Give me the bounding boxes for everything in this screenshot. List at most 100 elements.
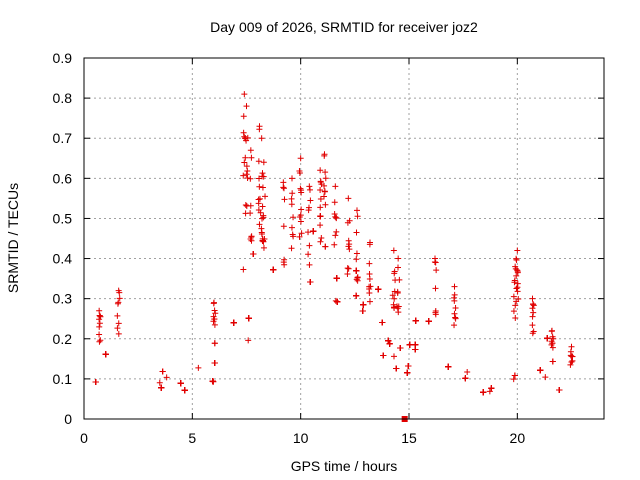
spike-point [296,167,303,174]
spike-point [256,221,263,228]
spike-point [432,259,439,266]
x-axis-title: GPS time / hours [291,458,398,474]
spike-point [247,147,254,154]
spike-point [240,129,247,136]
data-point [211,359,218,366]
x-tick-label: 0 [80,430,88,446]
data-point [92,379,99,386]
spike-point [391,268,398,275]
spike-point [317,238,324,245]
spike-point [529,305,536,312]
spike-point [280,184,287,191]
data-point [333,275,340,282]
spike-point [115,299,122,306]
spike-point [511,277,518,284]
spike-point [510,308,517,315]
spike-point [389,292,396,299]
data-point [375,286,382,293]
spike-point [97,313,104,320]
spike-point [247,202,254,209]
spike-point [305,251,312,258]
spike-point [256,123,263,130]
spike-point [241,91,248,98]
axes: 0 0.1 0.2 0.3 0.4 0.5 0.6 0.7 0.8 0.9 0 5 10 15 20 [53,50,605,446]
data-point [209,378,216,385]
spike-point [96,320,103,327]
spike-point [432,255,438,262]
spike-point [320,193,327,200]
spike-point [211,299,217,306]
y-tick-label: 0 [64,411,72,427]
spike-point [247,210,254,217]
spike-point [298,230,305,237]
data-point [159,368,166,375]
data-point [250,250,257,257]
data-point [412,317,419,324]
data-point [353,267,360,274]
spike-point [280,223,287,230]
spike-point [289,190,296,197]
spike-point [390,304,397,311]
data-point [511,372,518,379]
data-point [240,266,247,273]
data-point [406,341,413,348]
spike-point [305,204,312,211]
spike-point [451,291,458,298]
spike-point [510,293,517,300]
spike-point [305,229,312,236]
spike-point [255,200,262,207]
data-point [195,364,202,371]
spike-point [451,310,458,317]
spike-point [318,235,325,242]
spike-point [115,320,122,327]
spike-point [243,103,250,110]
spike-point [260,238,267,245]
spike-point [529,301,536,308]
spike-point [317,187,324,194]
data-point [385,337,392,344]
spike-point [346,217,353,224]
spike-point [255,158,262,165]
spike-point [288,201,295,208]
spike-point [317,178,324,185]
spike-point [568,358,575,365]
spike-point [568,343,575,350]
spike-point [353,229,360,236]
data-point [334,298,341,305]
spike-point [549,327,555,334]
spike-point [344,271,351,278]
data-point [556,386,563,393]
spike-point [321,188,328,195]
data-point [353,292,360,299]
y-axis-title: SRMTID / TECUs [5,183,21,293]
spike-point [550,335,557,342]
spike-point [567,348,574,355]
plot-frame [83,57,605,420]
spike-point [514,269,521,276]
data-point [332,297,339,304]
chart-title: Day 009 of 2026, SRMTID for receiver joz… [210,19,478,35]
data-point [245,315,252,322]
spike-point [210,318,217,325]
spike-point [242,154,249,161]
data-point [379,319,386,326]
data-point [486,388,493,395]
spike-point [366,271,373,278]
data-point [542,374,549,381]
spike-point [288,245,295,252]
spike-point [306,261,313,268]
spike-point [317,222,324,229]
data-point [404,369,411,376]
x-tick-label: 10 [293,430,309,446]
spike-point [297,212,304,219]
spike-point [549,344,556,351]
y-tick-label: 0.7 [53,130,73,146]
spike-point [354,207,360,214]
spike-point [256,175,263,182]
spike-point [432,285,439,292]
spike-point [114,312,121,319]
spike-point [332,183,339,190]
spike-point [354,213,361,220]
spike-point [244,168,251,175]
